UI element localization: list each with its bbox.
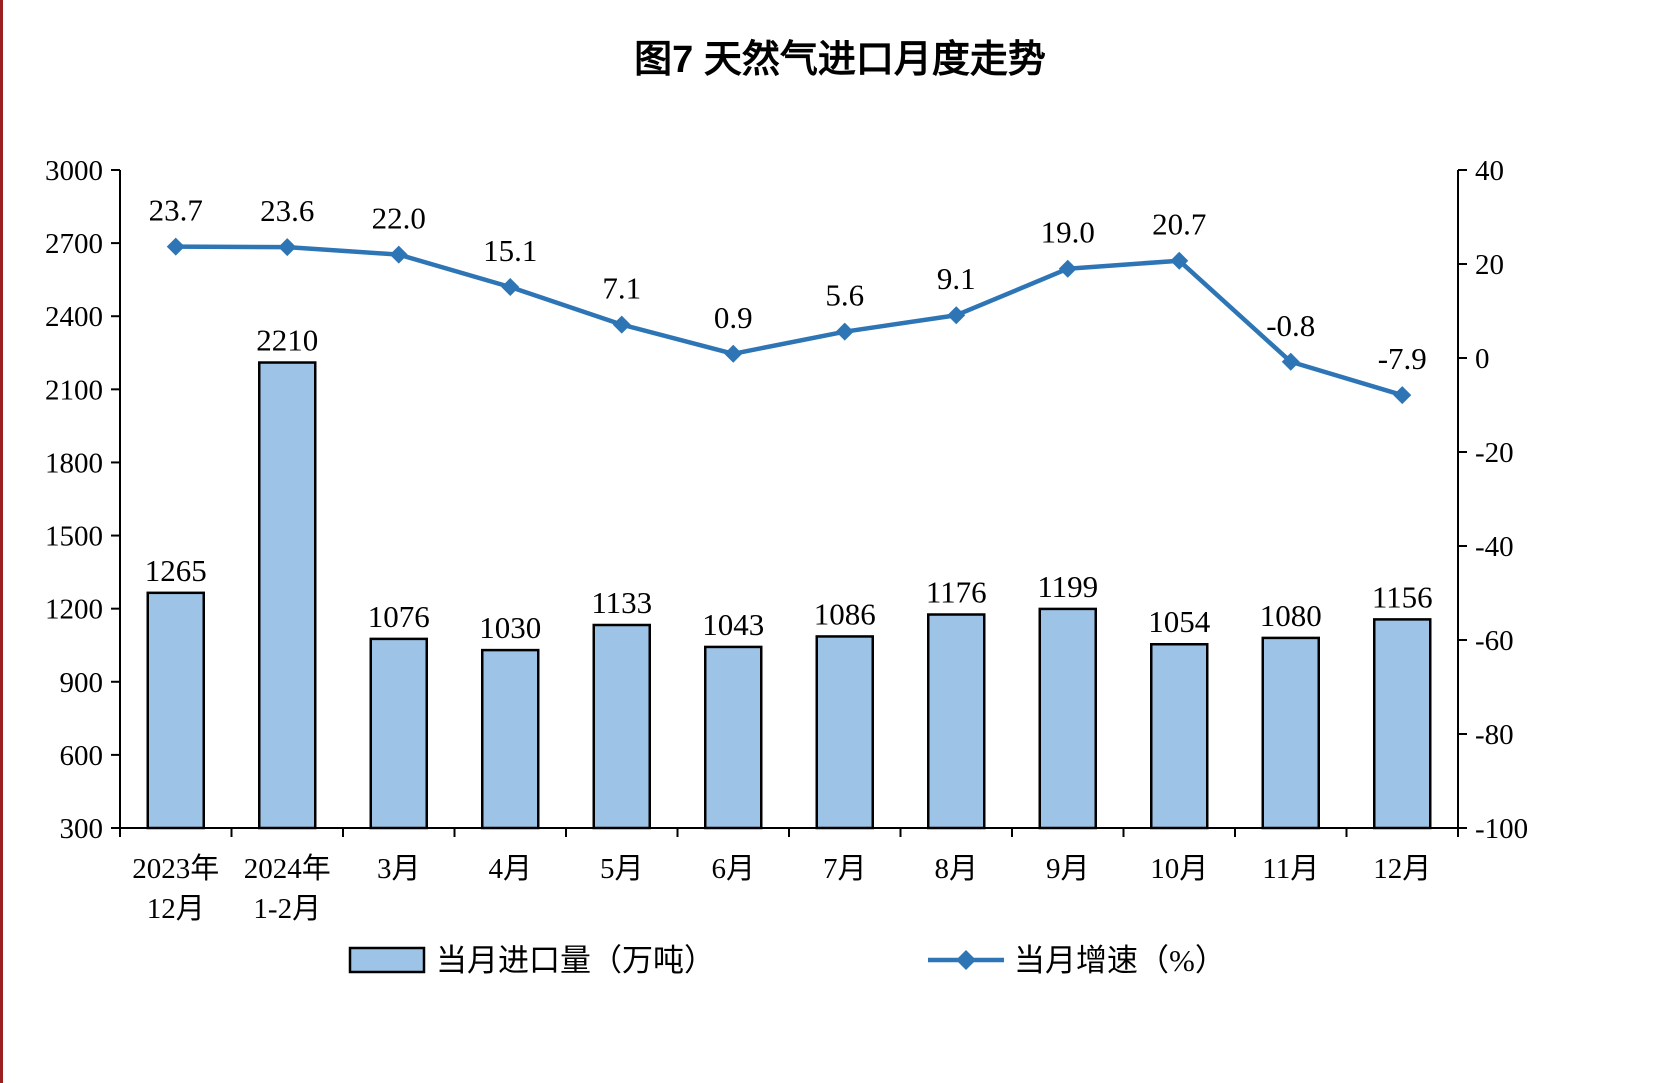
bar-6 bbox=[815, 635, 874, 830]
bar-value-label: 2210 bbox=[256, 323, 318, 358]
bar-1 bbox=[258, 361, 317, 830]
bar-4 bbox=[592, 623, 651, 830]
right-axis-tick-label: -20 bbox=[1475, 437, 1514, 469]
x-category-label: 7月 bbox=[823, 853, 867, 885]
bar-3 bbox=[481, 648, 540, 830]
right-axis-tick-label: 20 bbox=[1475, 249, 1504, 281]
growth-line bbox=[173, 244, 1405, 398]
left-axis-tick-label: 3000 bbox=[45, 155, 103, 187]
plot-area: 300 600 900 1200 1500 1800 2100 2400 2700 3000 -10… bbox=[45, 155, 1528, 925]
line-value-label: 20.7 bbox=[1152, 207, 1206, 242]
left-axis-tick-label: 1800 bbox=[45, 447, 103, 479]
x-category-label: 4月 bbox=[488, 853, 532, 885]
legend: 当月进口量（万吨） 当月增速（%） bbox=[348, 943, 1226, 978]
line-legend-label: 当月增速（%） bbox=[1014, 943, 1226, 978]
right-axis-tick-label: 40 bbox=[1475, 155, 1504, 187]
line-value-label: 22.0 bbox=[372, 201, 426, 236]
bar-11 bbox=[1373, 618, 1432, 830]
line-marker bbox=[947, 306, 966, 325]
line-marker bbox=[1170, 251, 1189, 270]
bar-5 bbox=[704, 645, 763, 830]
x-category-label: 8月 bbox=[934, 853, 978, 885]
line-value-label: 9.1 bbox=[937, 261, 976, 296]
right-axis-tick-label: 0 bbox=[1475, 343, 1490, 375]
line-value-label: 15.1 bbox=[483, 233, 537, 268]
line-marker bbox=[389, 245, 408, 264]
line-marker bbox=[724, 344, 743, 363]
bar-legend-label: 当月进口量（万吨） bbox=[436, 943, 715, 978]
x-category-label: 10月 bbox=[1150, 853, 1208, 885]
line-value-label: -0.8 bbox=[1266, 308, 1315, 343]
left-axis-tick-label: 900 bbox=[60, 667, 104, 699]
bar-value-label: 1030 bbox=[479, 610, 541, 645]
left-axis-tick-label: 2400 bbox=[45, 301, 103, 333]
left-axis-tick-label: 2100 bbox=[45, 374, 103, 406]
x-category-label: 11月 bbox=[1262, 853, 1319, 885]
chart-title: 图7 天然气进口月度走势 bbox=[634, 39, 1046, 81]
bar-value-label: 1086 bbox=[814, 596, 876, 631]
x-category-label: 2023年 bbox=[132, 852, 219, 885]
left-axis-tick-label: 600 bbox=[60, 740, 104, 772]
line-marker bbox=[166, 237, 185, 256]
bar-value-label: 1265 bbox=[145, 553, 207, 588]
bar-value-label: 1156 bbox=[1372, 579, 1433, 614]
line-value-label: 5.6 bbox=[825, 278, 864, 313]
bar-value-label: 1076 bbox=[368, 599, 430, 634]
bar-value-label: 1043 bbox=[702, 607, 764, 642]
bar-value-label: 1199 bbox=[1037, 569, 1098, 604]
right-axis-tick-label: -100 bbox=[1475, 813, 1528, 845]
line-value-label: 23.6 bbox=[260, 193, 314, 228]
line-marker bbox=[612, 315, 631, 334]
bar-7 bbox=[927, 613, 986, 830]
line-marker bbox=[1058, 259, 1077, 278]
line-value-label: 0.9 bbox=[714, 300, 753, 335]
line-marker bbox=[278, 238, 297, 257]
x-category-label: 9月 bbox=[1046, 853, 1090, 885]
x-category-label: 3月 bbox=[377, 853, 421, 885]
bar-value-label: 1176 bbox=[926, 575, 987, 610]
bar-8 bbox=[1038, 607, 1097, 830]
right-axis-tick-label: -40 bbox=[1475, 531, 1514, 563]
line-value-label: 23.7 bbox=[149, 193, 203, 228]
bar-value-label: 1054 bbox=[1148, 604, 1211, 639]
line-legend-marker bbox=[956, 950, 976, 970]
x-category-label: 2024年 bbox=[244, 852, 331, 885]
page-left-border bbox=[0, 0, 3, 1083]
line-value-label: -7.9 bbox=[1378, 341, 1427, 376]
line-marker bbox=[1281, 352, 1300, 371]
left-axis-tick-label: 300 bbox=[60, 813, 104, 845]
bar-legend-swatch bbox=[348, 946, 426, 974]
left-axis-tick-label: 1200 bbox=[45, 594, 103, 626]
bar-value-label: 1080 bbox=[1260, 598, 1322, 633]
x-category-label: 12月 bbox=[147, 893, 205, 925]
bar-0 bbox=[146, 591, 205, 830]
line-marker bbox=[1393, 386, 1412, 405]
bar-10 bbox=[1261, 636, 1320, 830]
bar-2 bbox=[369, 637, 428, 830]
right-axis-tick-label: -80 bbox=[1475, 719, 1514, 751]
left-axis-tick-label: 2700 bbox=[45, 228, 103, 260]
left-axis-tick-label: 1500 bbox=[45, 521, 103, 553]
line-marker bbox=[835, 322, 854, 341]
bar-9 bbox=[1150, 642, 1209, 830]
x-category-label: 1-2月 bbox=[253, 893, 321, 925]
x-category-label: 6月 bbox=[711, 853, 755, 885]
x-category-label: 5月 bbox=[600, 853, 644, 885]
x-category-label: 12月 bbox=[1373, 853, 1431, 885]
line-marker bbox=[501, 278, 520, 297]
line-value-label: 19.0 bbox=[1041, 215, 1095, 250]
bar-value-label: 1133 bbox=[591, 585, 652, 620]
right-axis-tick-label: -60 bbox=[1475, 625, 1514, 657]
line-value-label: 7.1 bbox=[602, 271, 641, 306]
